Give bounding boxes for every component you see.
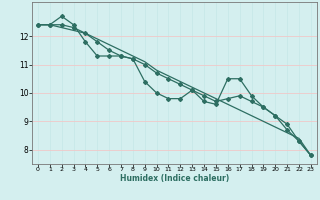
X-axis label: Humidex (Indice chaleur): Humidex (Indice chaleur)	[120, 174, 229, 183]
